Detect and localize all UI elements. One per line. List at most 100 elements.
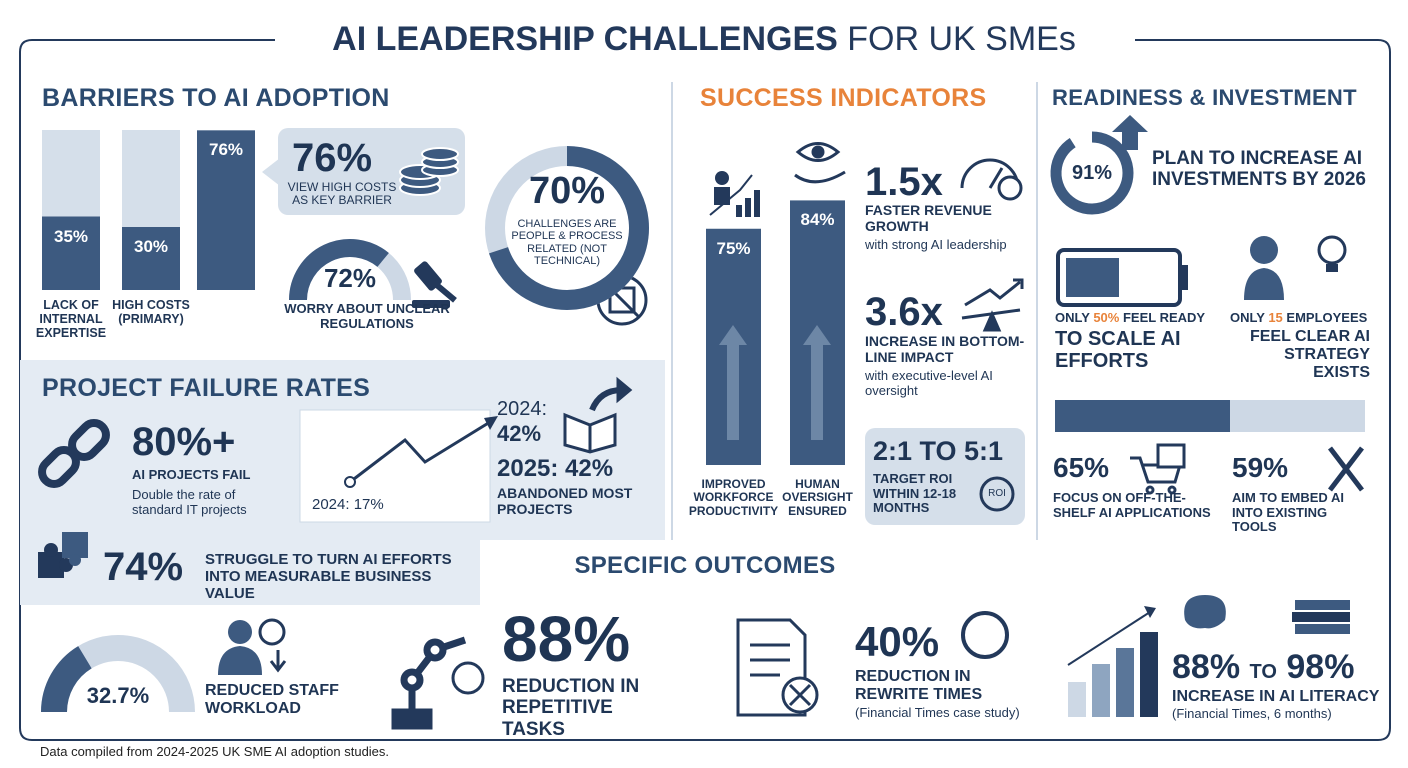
bar — [42, 216, 100, 290]
puzzle-icon — [38, 532, 88, 578]
bar-label: HIGH COSTS (PRIMARY) — [112, 298, 190, 326]
section-title: SUCCESS INDICATORS — [700, 84, 987, 112]
robot-arm-icon — [391, 636, 485, 730]
repetitive-value: 88% — [502, 603, 631, 675]
ready-prefix: ONLY — [1055, 310, 1090, 325]
bar-label: LACK OF INTERNAL EXPERTISE — [35, 298, 107, 340]
title-main: AI LEADERSHIP CHALLENGES — [332, 20, 838, 58]
battery-icon — [1056, 248, 1188, 307]
gauge-label: 72% — [323, 263, 377, 293]
trend-end-year: 2024: — [497, 398, 548, 420]
literacy-note: (Financial Times, 6 months) — [1172, 706, 1332, 721]
ready-text: TO SCALE AI EFFORTS — [1055, 328, 1181, 373]
impact-note: with executive-level AI oversight — [865, 368, 993, 398]
offshelf-text: FOCUS ON OFF-THE-SHELF AI APPLICATIONS — [1053, 490, 1211, 520]
ring-label: 91% — [1071, 162, 1113, 184]
ready-suffix: FEEL READY — [1122, 310, 1206, 325]
abandoned-value: 2025: 42% — [497, 455, 614, 482]
ready-value: 50% — [1093, 310, 1120, 325]
coins-icon — [399, 147, 459, 196]
title: AI LEADERSHIP CHALLENGES FOR UK SMEs — [0, 20, 1408, 58]
speedometer-icon — [960, 158, 1023, 201]
rewrite-note: (Financial Times case study) — [855, 705, 1020, 720]
workload-text: REDUCED STAFF WORKLOAD — [205, 682, 339, 717]
revenue-value: 1.5x — [865, 160, 943, 204]
literacy-line: 88% TO 98% — [1172, 648, 1354, 686]
value-stat: 74% — [103, 545, 184, 589]
fail-text: AI PROJECTS FAIL — [132, 467, 251, 482]
offshelf-value: 65% — [1053, 452, 1110, 483]
literacy-from: 88% — [1172, 648, 1241, 686]
bar — [197, 130, 255, 290]
balance-icon — [961, 278, 1024, 332]
strategy-suffix: EMPLOYEES — [1286, 310, 1368, 325]
ring-fill — [489, 146, 649, 310]
trend-dot — [344, 476, 356, 488]
section-title: PROJECT FAILURE RATES — [42, 374, 371, 402]
ready-line: ONLY 50% FEEL READY — [1055, 310, 1206, 326]
donut-text: CHALLENGES ARE PEOPLE & PROCESS RELATED … — [511, 218, 623, 267]
rewrite-value: 40% — [855, 618, 940, 665]
person-clock-icon — [218, 618, 287, 675]
literacy-to: 98% — [1286, 648, 1355, 686]
bar-label: HUMAN OVERSIGHT ENSURED — [782, 477, 853, 518]
callout-pointer — [262, 158, 280, 186]
cart-icon — [1130, 443, 1186, 495]
trend-line — [349, 420, 491, 484]
abandoned-text: ABANDONED MOST PROJECTS — [497, 485, 633, 517]
value-text: STRUGGLE TO TURN AI EFFORTS INTO MEASURA… — [205, 551, 452, 602]
bar-value-label: 84% — [800, 210, 835, 230]
invest-text: PLAN TO INCREASE AI INVESTMENTS BY 2026 — [1152, 148, 1367, 191]
bar-value-label: 30% — [133, 237, 169, 256]
footer: Data compiled from 2024-2025 UK SME AI a… — [40, 744, 390, 759]
repetitive-text: REDUCTION IN REPETITIVE TASKS — [502, 676, 640, 740]
strategy-prefix: ONLY — [1230, 310, 1265, 325]
box-icon — [563, 376, 633, 454]
callout-text: VIEW HIGH COSTS AS KEY BARRIER — [287, 180, 397, 208]
strategy-value: 15 — [1268, 310, 1283, 325]
bar — [122, 227, 180, 290]
strategy-text: FEEL CLEAR AI STRATEGY EXISTS — [1249, 328, 1370, 381]
trend-box — [299, 409, 491, 523]
roi-box — [865, 428, 1025, 525]
arrow-icon — [1112, 115, 1148, 150]
embed-value: 59% — [1232, 452, 1289, 483]
trend-start: 2024: 17% — [312, 496, 384, 513]
roi-text: TARGET ROI WITHIN 12-18 MONTHS — [873, 471, 957, 516]
clock-icon — [961, 611, 1009, 659]
ring-fill — [1050, 131, 1134, 215]
embed-text: AIM TO EMBED AI INTO EXISTING TOOLS — [1232, 490, 1344, 535]
gauge-fill — [289, 239, 389, 301]
growth-icon — [709, 171, 760, 217]
section-title: SPECIFIC OUTCOMES — [574, 552, 836, 579]
trend-end-value: 42% — [497, 421, 542, 446]
callout-value: 76% — [292, 136, 373, 180]
gauge-label: 32.7% — [86, 683, 150, 708]
tools-icon — [1328, 446, 1364, 492]
gauge-fill — [41, 646, 93, 713]
strategy-line: ONLY 15 EMPLOYEES — [1230, 310, 1368, 326]
roi-icon — [979, 476, 1015, 512]
bar-value-label: 76% — [208, 140, 244, 160]
bar-arrow — [803, 325, 831, 440]
bar-value-label: 35% — [53, 226, 89, 246]
bar-label: IMPROVED WORKFORCE PRODUCTIVITY — [688, 477, 779, 518]
chain-icon — [38, 419, 110, 488]
document-icon — [736, 618, 819, 717]
revenue-text: FASTER REVENUE GROWTH — [865, 202, 992, 234]
bar-value-label: 75% — [716, 238, 751, 258]
section-title: READINESS & INVESTMENT — [1052, 85, 1357, 110]
person-bulb-icon — [1244, 235, 1347, 300]
title-rest: FOR UK SMEs — [847, 20, 1076, 58]
split-bar-fill — [1055, 400, 1230, 432]
gauge-text: WORRY ABOUT UNCLEAR REGULATIONS — [284, 301, 450, 331]
roi-icon-label: ROI — [988, 488, 1006, 499]
donut-label: 70% — [528, 170, 606, 212]
trend-arrow — [484, 416, 498, 430]
revenue-note: with strong AI leadership — [865, 237, 1007, 252]
rewrite-text: REDUCTION IN REWRITE TIMES — [855, 668, 983, 703]
impact-value: 3.6x — [865, 290, 943, 334]
gavel-icon — [412, 261, 457, 308]
